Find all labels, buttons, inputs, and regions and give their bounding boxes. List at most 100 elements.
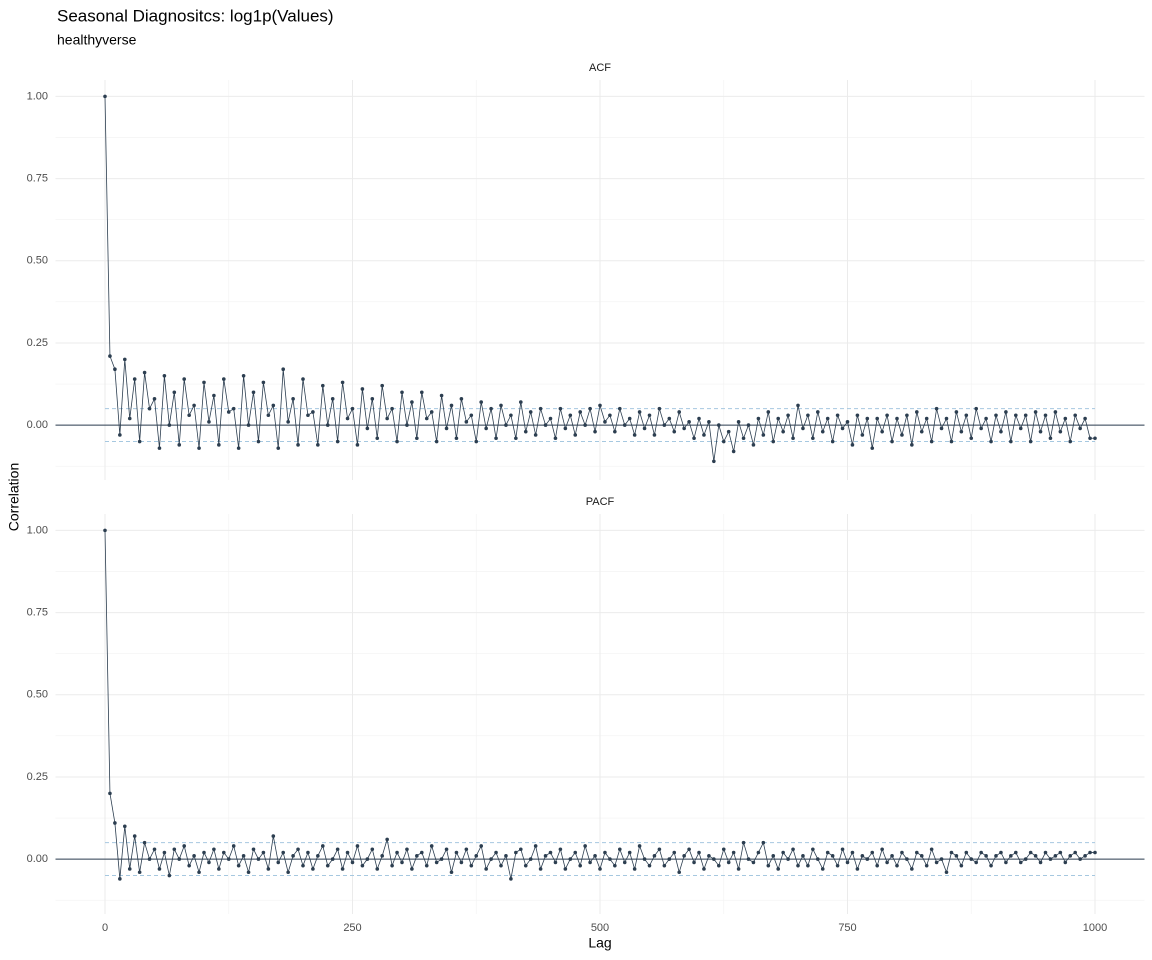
point bbox=[855, 867, 860, 871]
point bbox=[880, 847, 884, 852]
point bbox=[241, 854, 246, 858]
point bbox=[999, 429, 1003, 434]
point bbox=[207, 860, 211, 865]
point bbox=[1053, 854, 1058, 858]
point bbox=[820, 867, 825, 871]
x-tick-label: 500 bbox=[591, 922, 609, 934]
point bbox=[306, 850, 310, 855]
point bbox=[910, 443, 914, 447]
point bbox=[910, 867, 914, 871]
point bbox=[697, 416, 701, 421]
point bbox=[900, 433, 904, 437]
point bbox=[642, 857, 647, 861]
point bbox=[380, 383, 385, 388]
point bbox=[1073, 413, 1077, 418]
point bbox=[335, 847, 340, 852]
point bbox=[217, 867, 221, 871]
point bbox=[420, 390, 424, 395]
point bbox=[761, 433, 766, 437]
point bbox=[1023, 857, 1028, 861]
point bbox=[885, 413, 889, 418]
point bbox=[860, 854, 865, 858]
point bbox=[113, 367, 117, 372]
point bbox=[994, 854, 998, 858]
point bbox=[865, 416, 870, 421]
point bbox=[311, 410, 315, 414]
point bbox=[459, 397, 464, 401]
point bbox=[1048, 857, 1053, 861]
point bbox=[1028, 439, 1033, 444]
point bbox=[1083, 854, 1087, 858]
point bbox=[726, 429, 731, 434]
chart-subtitle: healthyverse bbox=[57, 32, 137, 48]
point bbox=[618, 406, 622, 411]
point bbox=[900, 850, 904, 855]
point bbox=[1028, 850, 1033, 855]
point bbox=[944, 416, 949, 421]
point bbox=[801, 426, 805, 431]
point bbox=[415, 436, 419, 441]
point bbox=[974, 406, 978, 411]
point bbox=[499, 403, 503, 408]
point bbox=[835, 863, 840, 868]
point bbox=[217, 443, 221, 447]
point bbox=[246, 870, 251, 875]
point bbox=[528, 857, 533, 861]
point bbox=[479, 400, 484, 404]
point bbox=[662, 423, 667, 427]
point bbox=[340, 380, 345, 385]
point bbox=[142, 370, 147, 375]
point bbox=[226, 410, 231, 414]
point bbox=[915, 850, 919, 855]
point bbox=[1033, 854, 1038, 858]
point bbox=[741, 436, 746, 441]
point bbox=[395, 439, 399, 444]
point bbox=[444, 426, 449, 431]
y-tick-label: 0.50 bbox=[27, 255, 48, 267]
point bbox=[766, 863, 771, 868]
point bbox=[509, 413, 513, 418]
point bbox=[786, 413, 790, 418]
point bbox=[702, 433, 706, 437]
point bbox=[979, 426, 983, 431]
point bbox=[306, 413, 310, 418]
point bbox=[489, 406, 493, 411]
point bbox=[1009, 854, 1013, 858]
point bbox=[573, 850, 578, 855]
point bbox=[365, 857, 370, 861]
point bbox=[820, 429, 825, 434]
point bbox=[707, 854, 711, 858]
point bbox=[316, 443, 320, 447]
point bbox=[583, 423, 587, 427]
point bbox=[271, 834, 276, 838]
point bbox=[380, 854, 385, 858]
point bbox=[167, 423, 172, 427]
point bbox=[850, 443, 855, 447]
point bbox=[905, 857, 909, 861]
point bbox=[113, 821, 117, 825]
panel-title: PACF bbox=[586, 496, 615, 508]
point bbox=[791, 436, 795, 441]
point bbox=[1014, 413, 1018, 418]
point bbox=[588, 860, 592, 865]
point bbox=[360, 863, 365, 868]
point bbox=[256, 439, 261, 444]
point bbox=[954, 410, 959, 414]
point bbox=[627, 850, 632, 855]
point bbox=[439, 857, 444, 861]
point bbox=[563, 426, 568, 431]
point bbox=[949, 850, 954, 855]
point bbox=[712, 857, 716, 861]
point bbox=[662, 863, 667, 868]
point bbox=[1033, 410, 1038, 414]
point bbox=[137, 870, 142, 875]
point bbox=[746, 857, 751, 861]
point bbox=[236, 446, 241, 450]
point bbox=[682, 426, 686, 431]
point bbox=[771, 854, 776, 858]
point bbox=[736, 420, 741, 424]
point bbox=[905, 413, 909, 418]
point bbox=[296, 847, 300, 852]
point bbox=[355, 443, 360, 447]
y-tick-label: 0.25 bbox=[27, 337, 48, 349]
